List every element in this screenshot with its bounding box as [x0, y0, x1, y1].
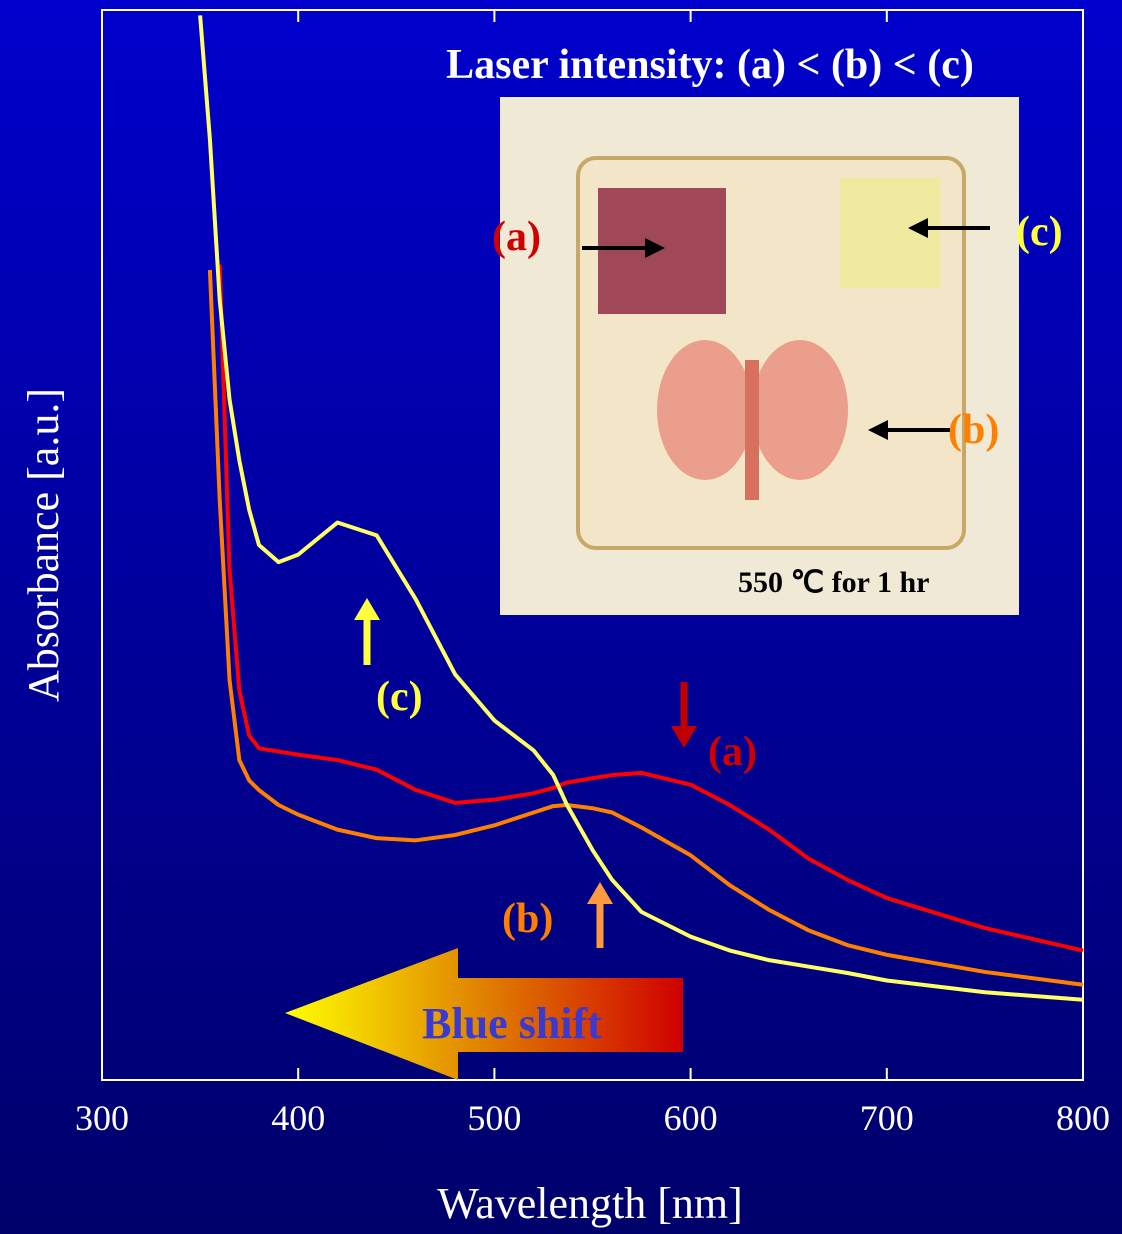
- inset-caption: 550 ℃ for 1 hr: [738, 566, 929, 599]
- blue-shift-label: Blue shift: [422, 999, 602, 1048]
- x-tick-label: 800: [1056, 1098, 1110, 1138]
- x-tick-label: 500: [467, 1098, 521, 1138]
- x-tick-label: 700: [860, 1098, 914, 1138]
- inset-label: (a): [492, 214, 541, 260]
- x-axis-title: Wavelength [nm]: [437, 1179, 743, 1228]
- inset-title: Laser intensity: (a) < (b) < (c): [446, 42, 974, 88]
- y-axis-title: Absorbance [a.u.]: [19, 388, 68, 702]
- inset-label: (b): [948, 407, 999, 453]
- inset-photo: [500, 97, 1019, 615]
- curve-label: (b): [502, 896, 553, 942]
- x-tick-label: 400: [271, 1098, 325, 1138]
- inset-label: (c): [1016, 209, 1063, 255]
- x-tick-label: 300: [75, 1098, 129, 1138]
- x-tick-label: 600: [664, 1098, 718, 1138]
- curve-label: (c): [376, 674, 423, 720]
- chart: 300 400 500 600 700 800 Laser intensity: (a) …: [0, 0, 1122, 1234]
- curve-label: (a): [708, 729, 757, 775]
